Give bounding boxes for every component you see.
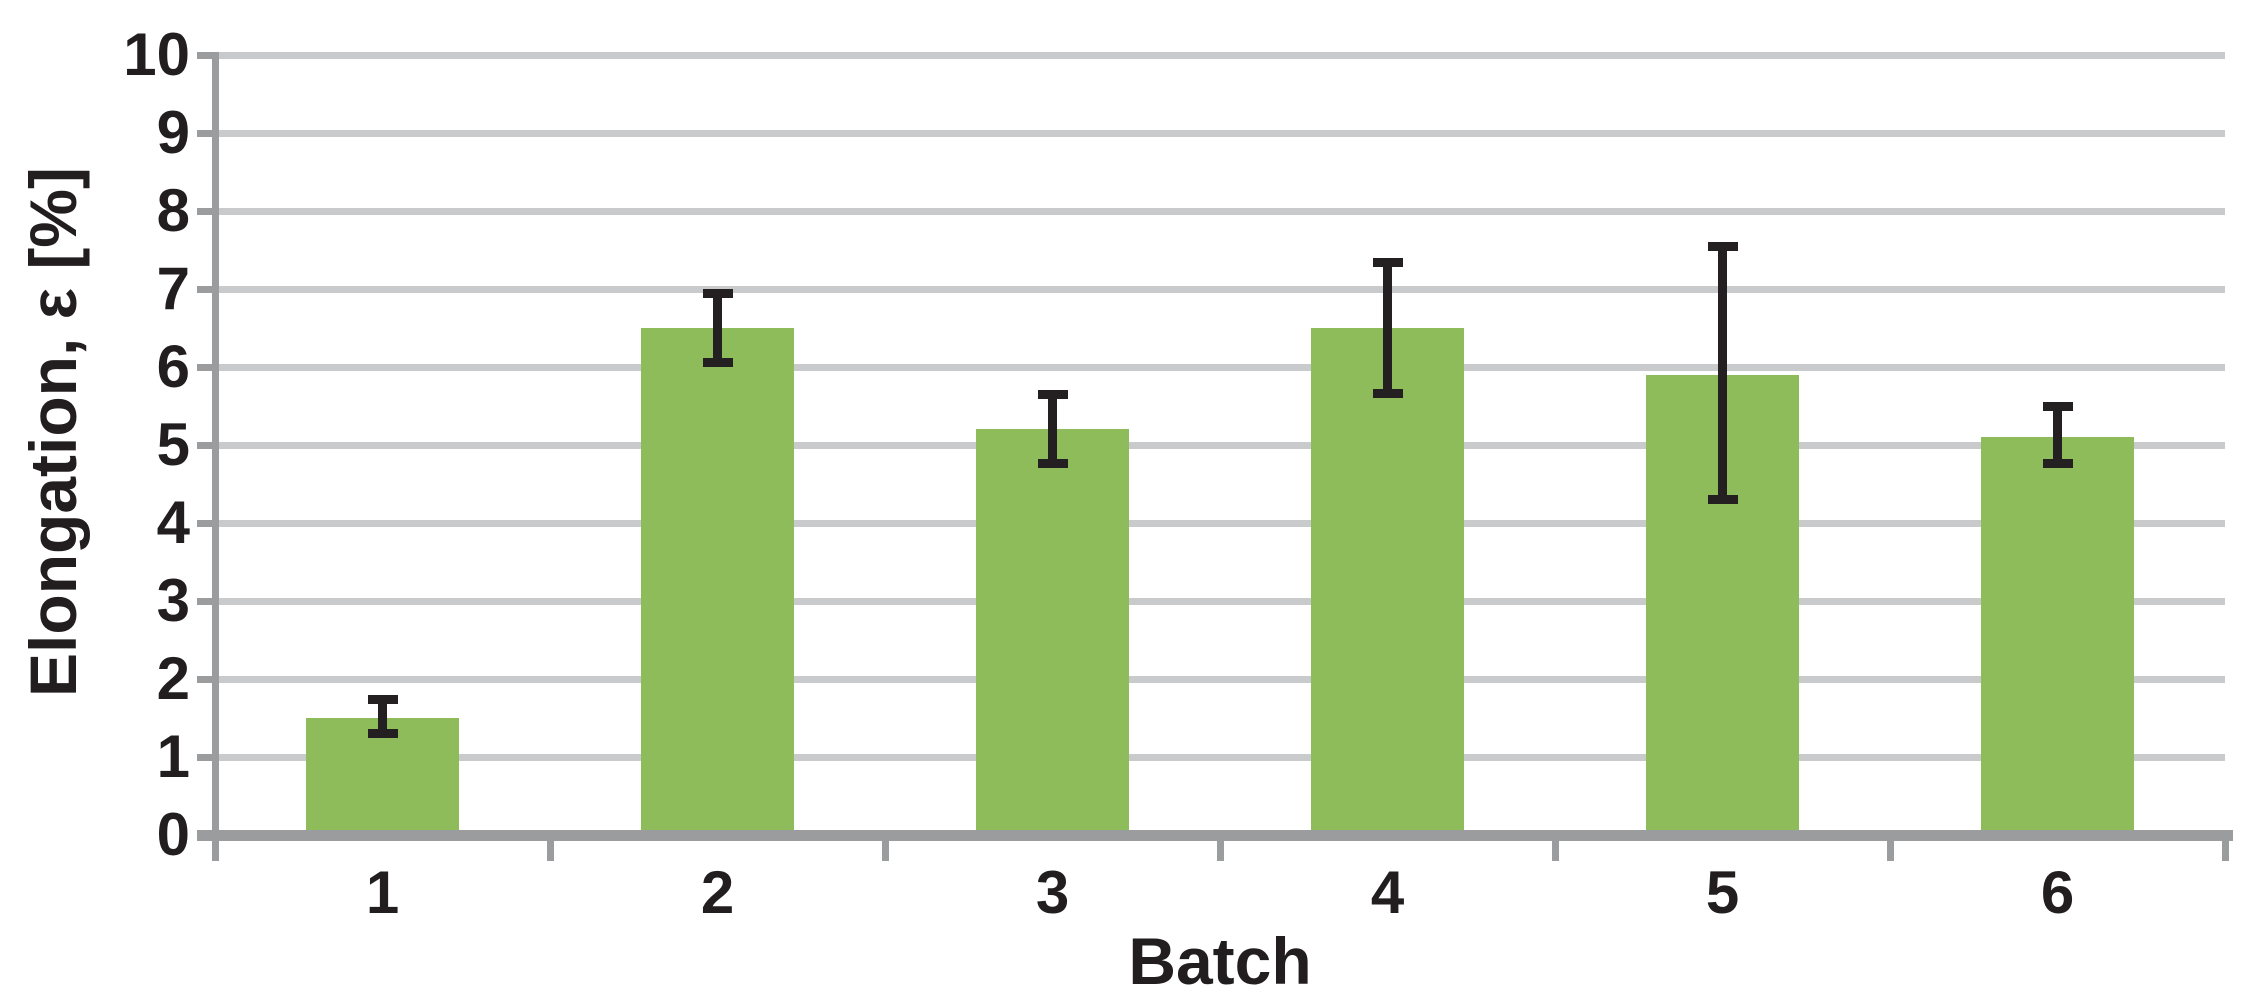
error-bar-bottom-cap [1707,494,1738,504]
error-bar [1383,257,1392,399]
x-tick [1887,841,1894,861]
error-bar [2053,402,2062,469]
error-bar-bottom-cap [1037,459,1068,469]
gridline [215,754,2225,761]
y-tick [197,754,215,761]
bar [1311,328,1464,835]
gridline [215,52,2225,59]
error-bar [1718,242,1727,504]
error-bar [378,694,387,738]
gridline [215,442,2225,449]
y-tick-label: 1 [156,723,190,790]
x-tick-label: 2 [700,859,735,926]
y-tick-label: 6 [156,333,190,400]
y-tick-label: 0 [156,801,190,868]
error-bar-top-cap [1707,242,1738,252]
x-axis-line [197,830,2233,841]
y-axis-line [212,52,219,848]
y-tick-label: 4 [156,489,190,556]
y-tick-label: 9 [156,99,190,166]
error-bar-bottom-cap [2042,459,2073,469]
x-tick-label: 6 [2040,859,2075,926]
error-bar-bottom-cap [367,728,398,738]
gridline [215,286,2225,293]
y-tick-label: 5 [156,411,190,478]
y-tick [197,286,215,293]
error-bar [713,289,722,367]
x-tick [2222,841,2229,861]
error-bar-top-cap [1037,390,1068,400]
gridline [215,520,2225,527]
y-tick [197,208,215,215]
gridline [215,598,2225,605]
x-tick [1552,841,1559,861]
error-bar-bottom-cap [1372,389,1403,399]
y-tick-label: 8 [156,177,190,244]
y-tick [197,130,215,137]
bar [641,328,794,835]
x-axis-title: Batch [1128,924,1312,998]
gridline [215,208,2225,215]
y-tick [197,442,215,449]
y-tick [197,598,215,605]
x-tick-label: 4 [1370,859,1405,926]
x-tick [212,841,219,861]
bar [1981,437,2134,835]
y-tick [197,364,215,371]
y-tick-label: 3 [156,567,190,634]
x-tick [882,841,889,861]
error-bar-top-cap [702,289,733,298]
gridline [215,676,2225,683]
bar [306,718,459,835]
gridline [215,364,2225,371]
error-bar-bottom-cap [702,358,733,367]
y-tick-label: 7 [156,255,190,322]
y-tick [197,520,215,527]
y-tick [197,676,215,683]
y-axis-title: Elongation, ε [%] [16,167,90,697]
error-bar-top-cap [1372,257,1403,267]
y-tick [197,52,215,59]
x-tick [547,841,554,861]
y-tick-label: 10 [123,21,190,88]
bar [976,429,1129,835]
x-tick-label: 1 [365,859,400,926]
error-bar [1048,390,1057,469]
x-tick [1217,841,1224,861]
error-bar-top-cap [2042,402,2073,412]
gridline [215,130,2225,137]
x-tick-label: 5 [1705,859,1740,926]
error-bar-top-cap [367,694,398,704]
x-tick-label: 3 [1035,859,1070,926]
y-tick-label: 2 [156,645,190,712]
